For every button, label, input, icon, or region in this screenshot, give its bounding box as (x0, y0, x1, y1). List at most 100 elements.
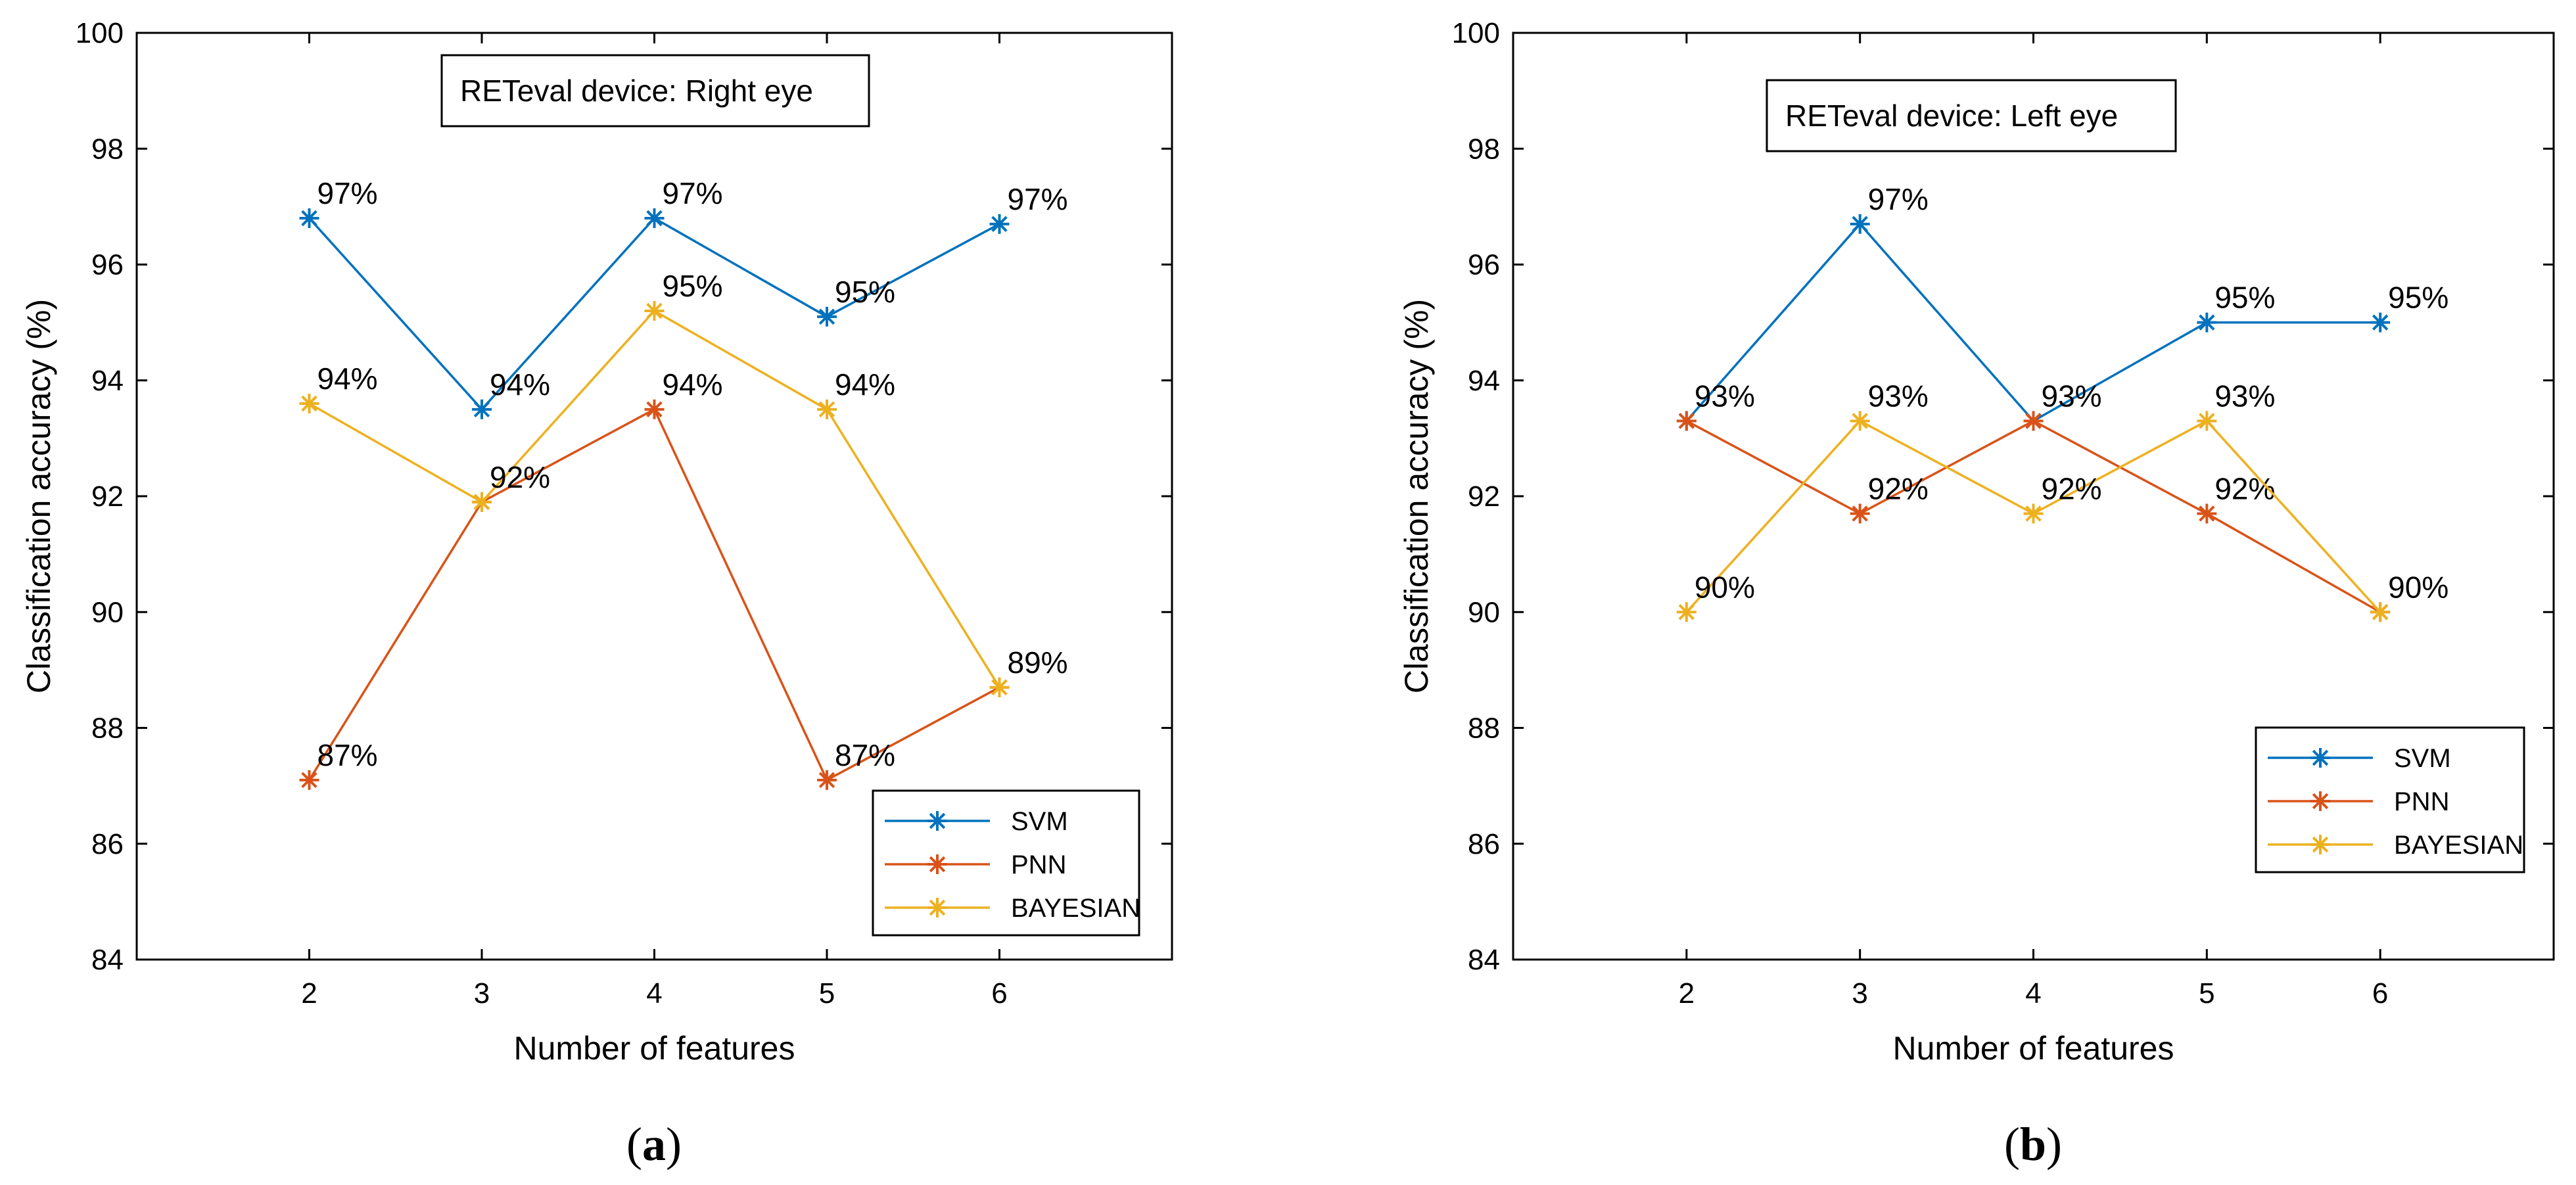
data-point-bayesian (989, 677, 1010, 697)
legend-entry-pnn: PNN (885, 850, 1066, 879)
chart-panel-b: 84 86 88 90 92 94 96 98 100 2 3 4 5 6 Number of featur… (1398, 17, 2555, 1171)
panel-caption: (b) (2004, 1118, 2062, 1171)
data-point-svm (1850, 214, 1870, 234)
data-label: 92% (2042, 471, 2102, 505)
y-tick-label: 92 (1468, 480, 1500, 513)
data-point-svm (2370, 312, 2391, 333)
legend-marker (927, 898, 947, 918)
data-point-pnn (2197, 503, 2217, 524)
data-point-bayesian (2023, 503, 2044, 524)
y-tick-label: 88 (1468, 712, 1500, 745)
panel-caption: (a) (626, 1118, 682, 1171)
data-label: 93% (1695, 379, 1755, 413)
legend-marker (927, 811, 947, 831)
data-label: 97% (1008, 182, 1068, 216)
y-tick-label: 94 (91, 365, 124, 397)
chart-title: RETeval device: Right eye (460, 74, 813, 108)
chart-title: RETeval device: Left eye (1785, 99, 2118, 133)
x-tick-label: 4 (2025, 977, 2041, 1010)
data-label: 95% (2388, 281, 2448, 315)
y-axis-label: Classification accuracy (%) (20, 299, 57, 693)
y-tick-label: 86 (91, 828, 124, 860)
data-point-bayesian (2370, 602, 2391, 622)
legend-label: PNN (2394, 787, 2449, 816)
data-label: 93% (2214, 379, 2275, 413)
x-tick-label: 5 (2199, 977, 2214, 1010)
data-label: 89% (1008, 645, 1068, 680)
x-tick-label: 2 (301, 977, 317, 1010)
x-axis-label: Number of features (1893, 1030, 2174, 1067)
data-label: 95% (835, 275, 895, 309)
series-line-pnn (308, 407, 1000, 782)
series-line-svm (1685, 222, 2381, 423)
legend-entry-pnn: PNN (2268, 787, 2449, 816)
y-tick-label: 90 (1468, 596, 1500, 628)
y-tick-label: 100 (1452, 17, 1500, 49)
data-label: 92% (490, 460, 550, 494)
data-point-svm (299, 208, 319, 228)
data-point-pnn (1850, 503, 1870, 524)
data-label: 90% (2388, 570, 2448, 604)
data-label: 92% (2214, 471, 2275, 505)
data-point-pnn (1676, 411, 1697, 431)
y-tick-label: 86 (1468, 828, 1500, 860)
legend-box (2255, 726, 2525, 873)
chart-panel-a: 84 86 88 90 92 94 96 98 100 2 3 4 5 6 Number of featur… (20, 17, 1173, 1171)
caption-close: ) (666, 1118, 682, 1171)
data-point-bayesian (1676, 602, 1697, 622)
caption-letter: b (2020, 1118, 2046, 1171)
y-axis-label: Classification accuracy (%) (1398, 299, 1435, 693)
data-point-pnn (2023, 411, 2044, 431)
y-tick-label: 98 (91, 133, 124, 165)
data-label: 87% (317, 738, 378, 772)
y-tick-label: 92 (91, 480, 124, 513)
legend-entry-bayesian: BAYESIAN (2268, 831, 2523, 860)
y-tick-label: 84 (91, 944, 124, 976)
y-tick-label: 90 (91, 596, 124, 628)
caption-open: ( (626, 1118, 642, 1171)
legend: SVM PNN BAYESIAN (872, 789, 1140, 937)
series-line-bayesian (308, 309, 1000, 688)
data-point-pnn (817, 770, 837, 790)
legend-marker (2310, 835, 2330, 854)
legend-entry-svm: SVM (2268, 744, 2451, 773)
data-label: 97% (317, 176, 378, 210)
y-tick-label: 100 (76, 17, 124, 49)
caption-letter: a (642, 1118, 666, 1171)
legend-label: PNN (1011, 850, 1066, 879)
y-tick-label: 98 (1468, 133, 1500, 165)
x-tick-label: 2 (1679, 977, 1695, 1010)
y-tick-label: 94 (1468, 365, 1500, 397)
x-tick-label: 6 (991, 977, 1007, 1010)
data-label: 93% (1868, 379, 1929, 413)
legend: SVM PNN BAYESIAN (2255, 726, 2525, 873)
data-label: 95% (663, 269, 723, 303)
data-label: 97% (663, 176, 723, 210)
y-tick-label: 96 (91, 249, 124, 281)
legend-marker (927, 854, 947, 874)
data-point-bayesian (1850, 411, 1870, 431)
data-label: 94% (835, 367, 895, 402)
data-point-bayesian (299, 394, 319, 413)
data-point-bayesian (817, 399, 837, 419)
data-label: 92% (1868, 471, 1929, 505)
data-label: 97% (1868, 182, 1929, 216)
data-point-pnn (299, 770, 319, 790)
data-point-svm (2197, 312, 2217, 333)
x-tick-label: 5 (819, 977, 835, 1010)
data-label: 90% (1695, 570, 1755, 604)
legend-marker (2310, 748, 2330, 768)
data-point-bayesian (472, 492, 492, 512)
caption-close: ) (2046, 1118, 2062, 1171)
data-point-bayesian (644, 301, 665, 321)
chart-title-box (1766, 79, 2177, 152)
data-point-svm (644, 208, 665, 228)
legend-entry-bayesian: BAYESIAN (885, 894, 1140, 923)
data-point-bayesian (2197, 411, 2217, 431)
data-point-svm (472, 399, 492, 419)
legend-label: SVM (2394, 744, 2451, 773)
x-axis-label: Number of features (514, 1030, 795, 1067)
chart-title-box (440, 54, 870, 128)
legend-label: BAYESIAN (1011, 894, 1140, 923)
